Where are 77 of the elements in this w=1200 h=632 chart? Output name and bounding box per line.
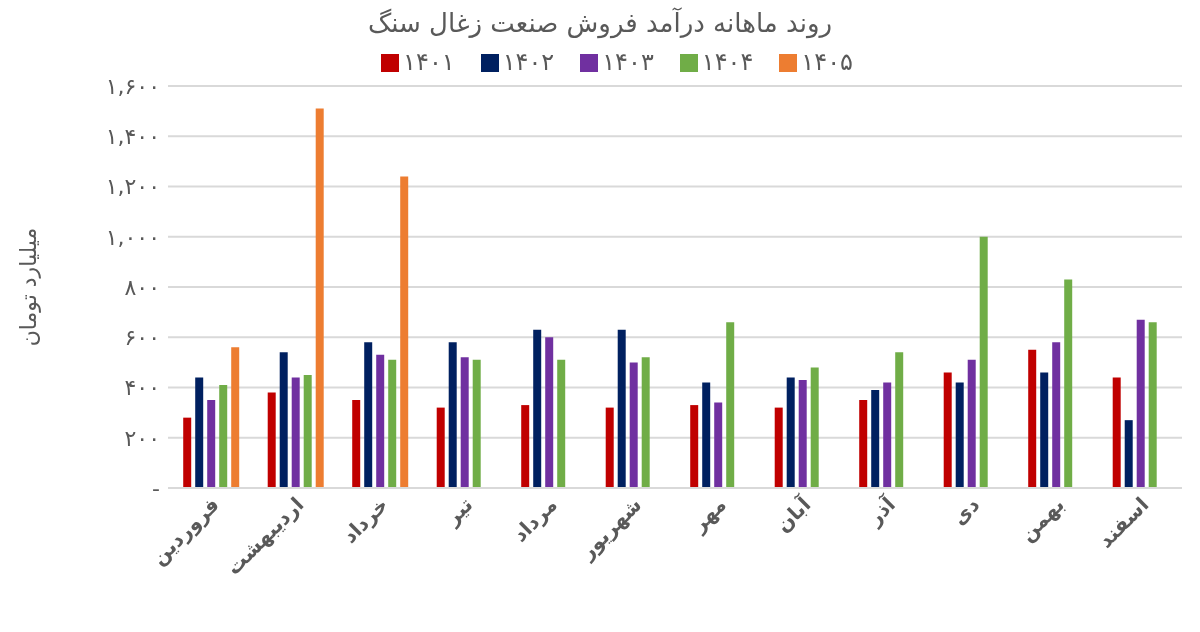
y-tick-label: ۱,۴۰۰	[105, 124, 160, 150]
x-tick-label: اسفند	[1093, 492, 1154, 553]
legend-label: ۱۴۰۱	[403, 48, 455, 76]
bar	[714, 402, 723, 488]
bar	[376, 354, 385, 488]
bar	[183, 417, 192, 488]
bar	[726, 322, 735, 488]
bar	[400, 176, 409, 488]
bar	[1112, 377, 1121, 488]
bar	[448, 342, 457, 488]
x-tick-label: تیر	[439, 492, 478, 531]
chart-title: روند ماهانه درآمد فروش صنعت زغال سنگ	[366, 8, 834, 41]
x-tick-label: مهر	[686, 492, 731, 538]
bar	[460, 357, 469, 488]
bar	[641, 357, 650, 488]
bar	[871, 390, 880, 488]
legend-label: ۱۴۰۲	[502, 48, 555, 76]
bar	[1040, 372, 1049, 488]
legend-label: ۱۴۰۳	[602, 48, 654, 76]
bar	[629, 362, 638, 488]
bar	[352, 400, 361, 488]
y-axis-title: میلیارد تومان	[15, 227, 41, 347]
x-tick-label: آبان	[770, 491, 817, 538]
bar	[895, 352, 904, 488]
bar	[557, 359, 566, 488]
bar	[545, 337, 554, 488]
bar	[521, 405, 530, 488]
bar	[810, 367, 819, 488]
bar	[1148, 322, 1157, 488]
x-tick-label: آذر	[861, 491, 901, 531]
bar	[231, 347, 240, 488]
y-tick-label: ۱,۲۰۰	[105, 174, 160, 200]
legend-label: ۱۴۰۵	[801, 48, 853, 76]
x-tick-label: اردیبهشت	[221, 492, 309, 580]
bar	[1124, 420, 1133, 488]
y-tick-label: ۸۰۰	[124, 274, 160, 300]
y-tick-label: ۶۰۰	[124, 325, 160, 351]
bar	[774, 407, 783, 488]
bar	[207, 400, 216, 488]
bar	[388, 359, 397, 488]
bar	[690, 405, 699, 488]
bar	[436, 407, 445, 488]
bar	[195, 377, 204, 488]
bar	[291, 377, 300, 488]
bar	[702, 382, 711, 488]
bar	[859, 400, 868, 488]
bar	[798, 379, 807, 488]
y-tick-label: ۴۰۰	[124, 375, 160, 401]
bar	[605, 407, 614, 488]
bar	[303, 374, 312, 488]
x-tick-label: دی	[947, 492, 985, 530]
x-tick-label: شهریور	[574, 492, 647, 565]
bar	[1136, 319, 1145, 488]
bar	[1028, 349, 1037, 488]
x-tick-label: بهمن	[1014, 492, 1069, 547]
bar	[979, 236, 988, 488]
bar	[267, 392, 276, 488]
bar	[472, 359, 481, 488]
bar	[533, 329, 542, 488]
bar	[955, 382, 964, 488]
x-tick-label: خرداد	[337, 492, 393, 548]
bar	[883, 382, 892, 488]
bar	[364, 342, 373, 488]
bar	[617, 329, 626, 488]
y-tick-label: ۲۰۰	[124, 425, 160, 451]
bar	[786, 377, 795, 488]
bar	[1064, 279, 1073, 488]
legend-label: ۱۴۰۴	[701, 48, 754, 76]
bar	[943, 372, 952, 488]
bar	[279, 352, 288, 488]
x-tick-label: مرداد	[507, 492, 562, 547]
bar	[1052, 342, 1061, 488]
bar	[219, 384, 228, 488]
y-tick-label: ۱,۶۰۰	[105, 73, 160, 99]
bar	[967, 359, 976, 488]
bar	[315, 108, 324, 488]
y-tick-label: ۱,۰۰۰	[105, 224, 160, 250]
